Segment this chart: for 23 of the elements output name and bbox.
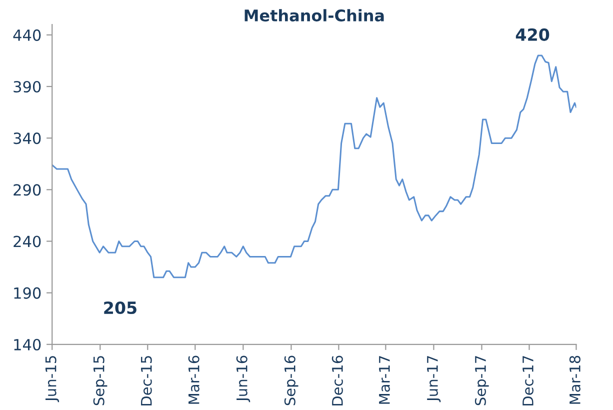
line-series	[52, 54, 576, 278]
y-tick-label: 390	[14, 80, 41, 93]
x-tick-label: Sep-17	[474, 356, 489, 406]
y-tick-label: 240	[14, 236, 41, 248]
x-tick-label: Dec-15	[141, 356, 152, 406]
x-tick-label: Sep-15	[93, 356, 108, 406]
x-tick-label: Dec-17	[522, 356, 534, 406]
y-tick-label: 290	[14, 184, 41, 196]
chart-title: Methanol-China	[244, 9, 384, 22]
x-tick-label: Mar-16	[188, 356, 200, 404]
y-tick-label: 340	[14, 132, 41, 144]
x-tick-label: Sep-16	[284, 356, 298, 406]
x-tick-label: Mar-18	[569, 356, 580, 404]
y-tick-label: 190	[14, 287, 41, 299]
annotation: 420	[516, 28, 550, 41]
x-tick-label: Jun-17	[427, 356, 441, 402]
y-tick-label: 140	[14, 338, 41, 350]
x-tick-label: Jun-16	[236, 356, 250, 402]
y-tick-label: 440	[13, 29, 41, 41]
x-tick-label: Mar-17	[379, 356, 390, 404]
x-tick-label: Jun-15	[45, 356, 60, 402]
annotation: 205	[104, 301, 136, 314]
x-tick-label: Dec-16	[332, 356, 343, 406]
